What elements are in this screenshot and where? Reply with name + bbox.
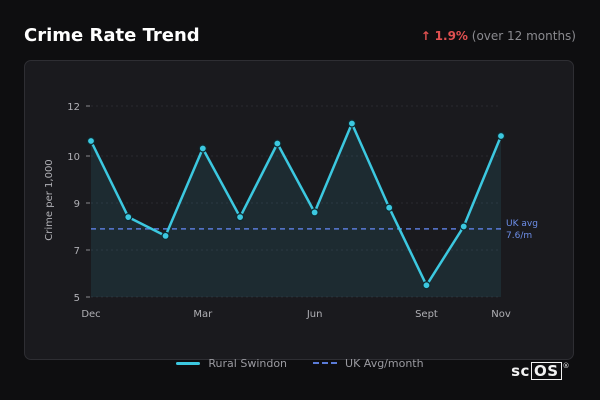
data-point[interactable] xyxy=(310,208,319,217)
data-point[interactable] xyxy=(496,131,506,141)
brand-box-text: OS xyxy=(530,362,562,380)
data-point[interactable] xyxy=(273,139,282,148)
data-point[interactable] xyxy=(124,213,133,222)
uk-average-value-label: 7.6/m xyxy=(506,231,532,241)
chart-title: Crime Rate Trend xyxy=(24,25,200,46)
data-point[interactable] xyxy=(198,144,207,153)
uk-average-label: UK avg xyxy=(506,219,538,229)
x-tick-label: Nov xyxy=(491,309,511,320)
trend-up-icon: ↑ xyxy=(420,29,431,43)
x-tick-label: Dec xyxy=(81,309,100,320)
y-tick-label: 12 xyxy=(67,102,80,113)
legend-reference-label: UK Avg/month xyxy=(345,356,424,370)
chart-card xyxy=(24,60,574,360)
y-tick-label: 5 xyxy=(74,293,80,304)
brand-registered-mark: ® xyxy=(562,362,570,370)
change-value: 1.9% xyxy=(434,29,468,43)
data-point[interactable] xyxy=(86,136,96,146)
brand-logo: sc OS ® xyxy=(511,362,570,380)
data-point[interactable] xyxy=(235,213,245,222)
data-point[interactable] xyxy=(385,203,394,212)
data-point[interactable] xyxy=(347,119,357,128)
chart-legend: Rural Swindon UK Avg/month xyxy=(0,354,600,372)
y-tick-label: 10 xyxy=(67,152,80,163)
legend-series-label: Rural Swindon xyxy=(208,356,288,370)
series-area-fill xyxy=(91,123,501,297)
x-tick-label: Sept xyxy=(415,309,438,320)
legend-dashed-line-icon xyxy=(313,362,338,364)
data-point[interactable] xyxy=(459,222,468,231)
brand-text: sc xyxy=(511,362,530,380)
change-period: (over 12 months) xyxy=(471,29,576,43)
legend-solid-line-icon xyxy=(176,361,201,365)
y-axis-label: Crime per 1,000 xyxy=(44,159,55,240)
legend-item-reference[interactable]: UK Avg/month xyxy=(313,354,424,372)
data-point[interactable] xyxy=(422,281,431,290)
legend-item-series[interactable]: Rural Swindon xyxy=(176,354,287,372)
data-point[interactable] xyxy=(161,231,170,240)
y-tick-label: 9 xyxy=(74,199,80,210)
y-tick-label: 7 xyxy=(74,246,80,257)
change-indicator: ↑ 1.9% (over 12 months) xyxy=(421,29,576,43)
x-tick-label: Mar xyxy=(193,309,213,320)
x-tick-label: Jun xyxy=(306,309,323,320)
series-line-rural-swindon xyxy=(89,122,503,287)
